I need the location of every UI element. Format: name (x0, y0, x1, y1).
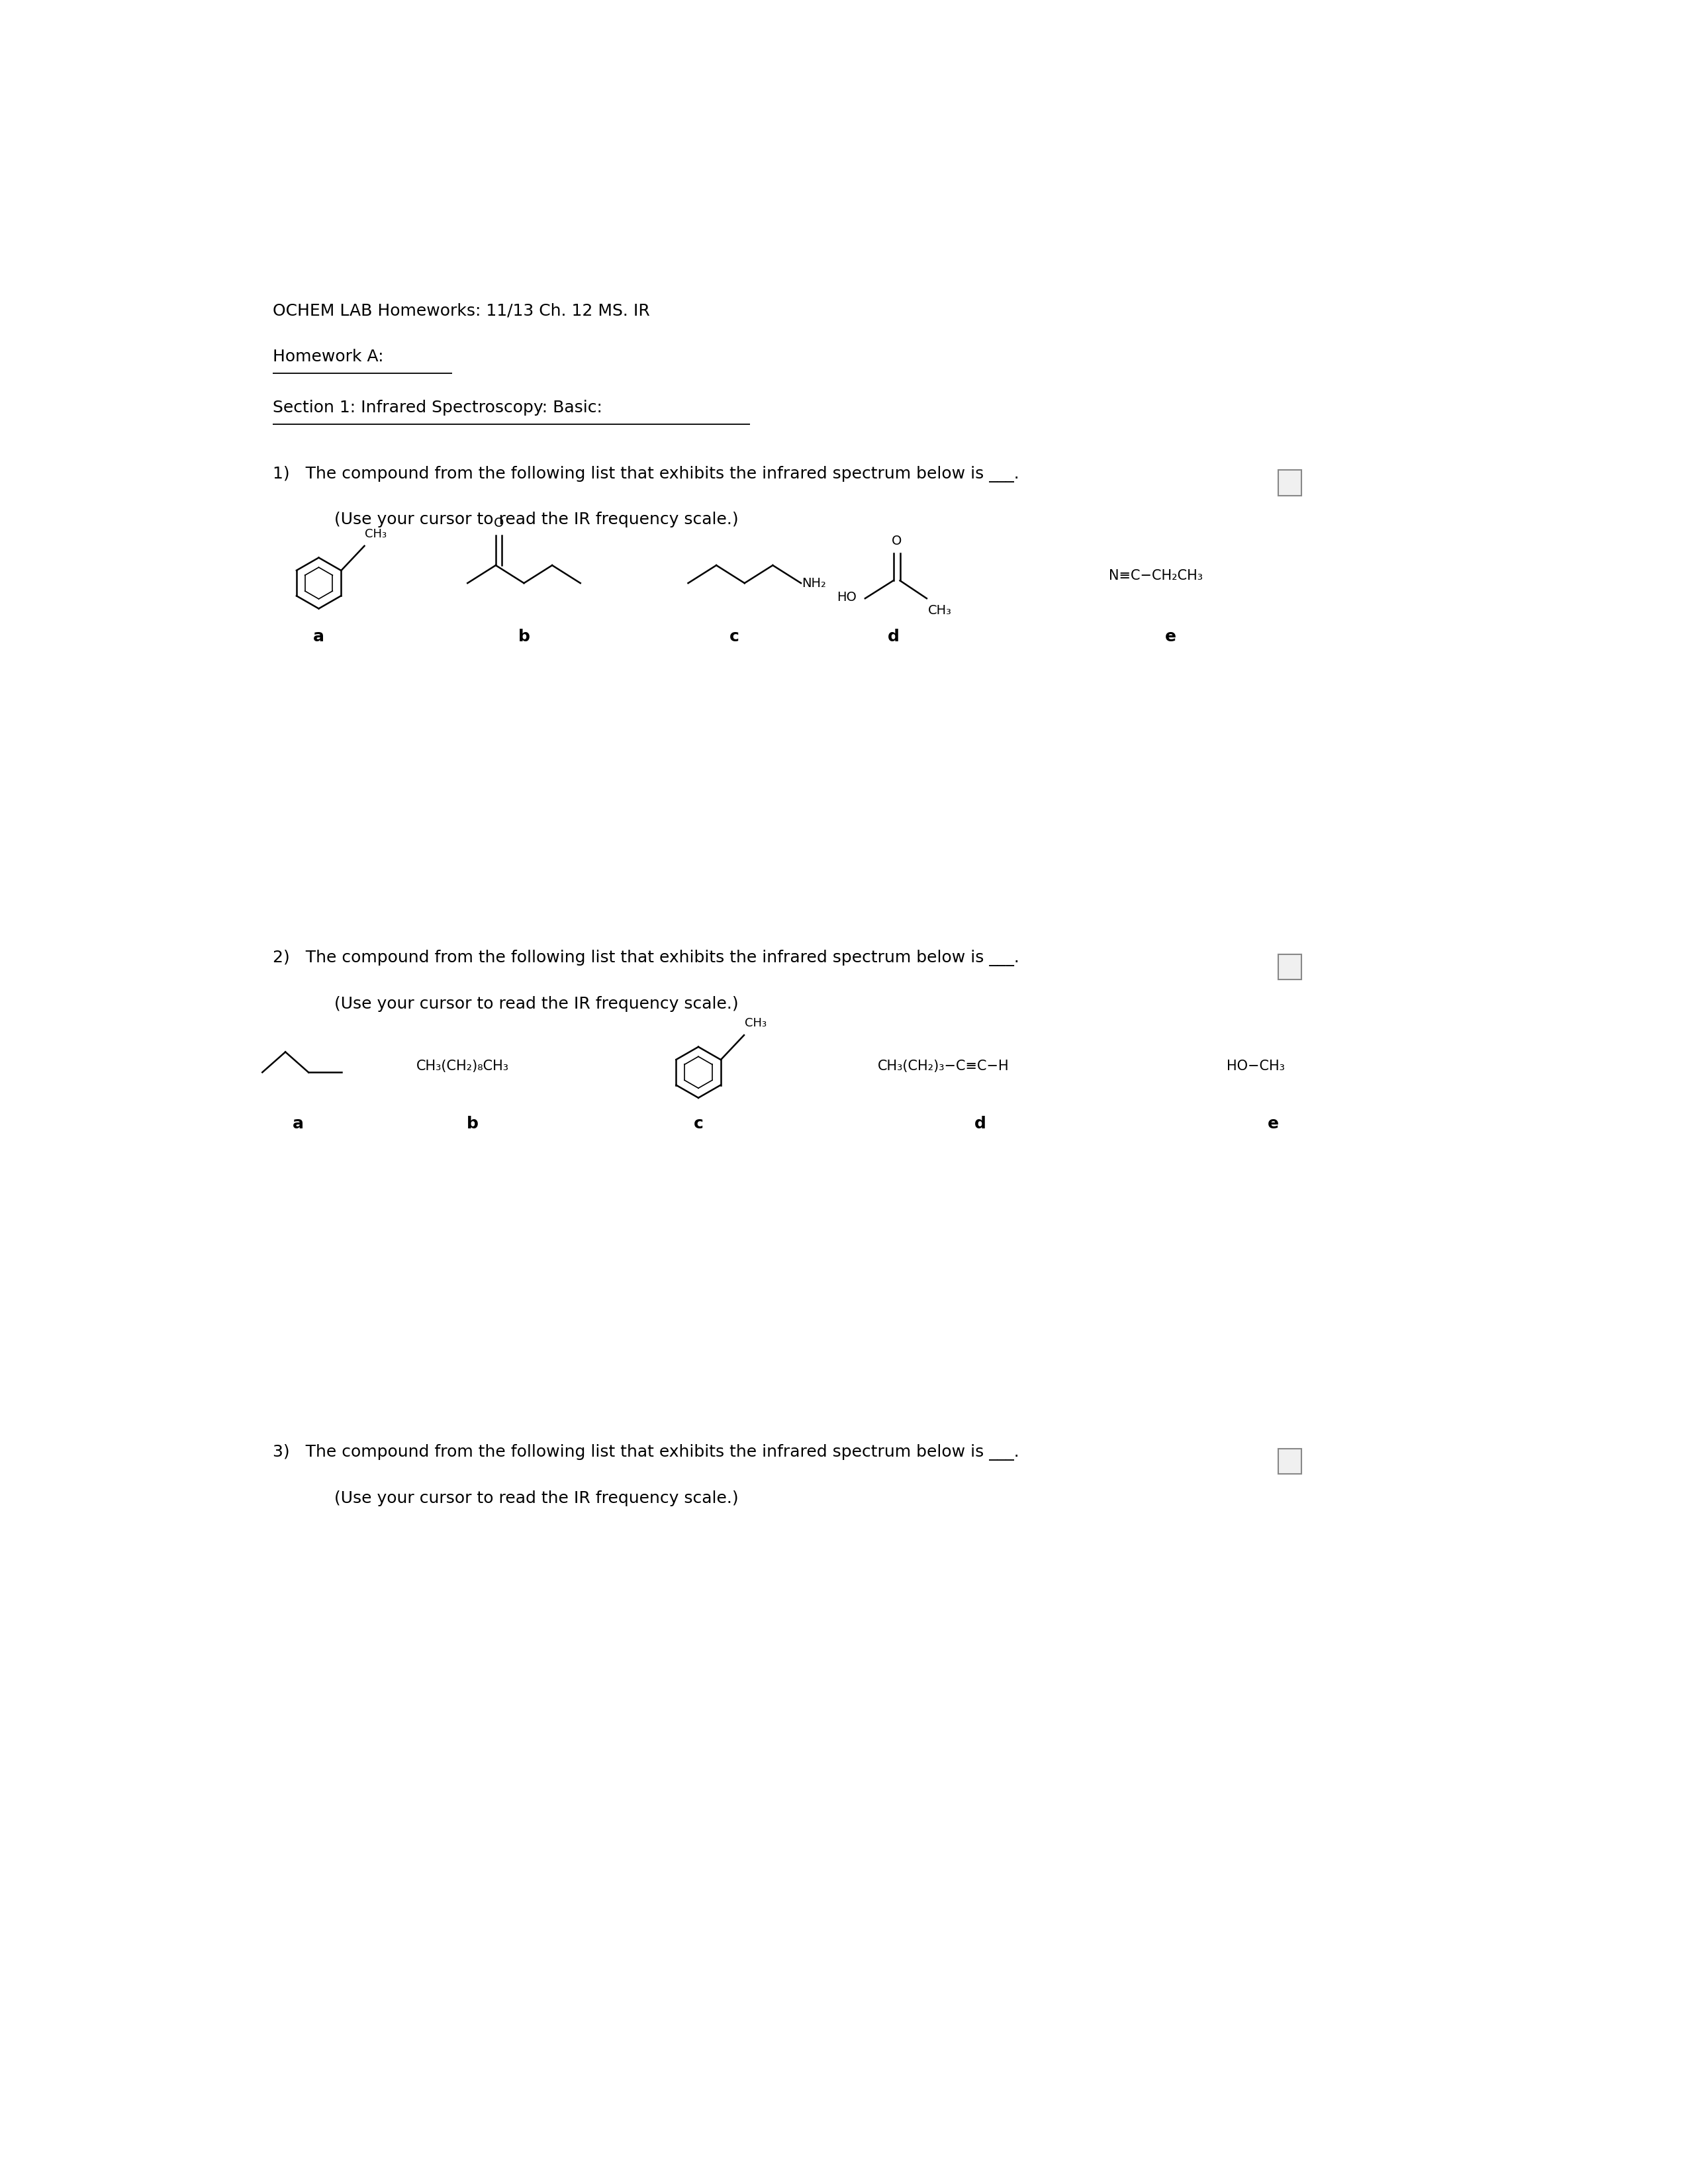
Text: CH₃: CH₃ (744, 1018, 766, 1029)
Text: N≡C−CH₂CH₃: N≡C−CH₂CH₃ (1109, 568, 1204, 583)
Text: CH₃(CH₂)₈CH₃: CH₃(CH₂)₈CH₃ (417, 1059, 508, 1072)
FancyBboxPatch shape (1278, 470, 1301, 496)
Text: 1)   The compound from the following list that exhibits the infrared spectrum be: 1) The compound from the following list … (272, 465, 1020, 483)
Text: e: e (1165, 629, 1177, 644)
Text: OCHEM LAB Homeworks: 11/13 Ch. 12 MS. IR: OCHEM LAB Homeworks: 11/13 Ch. 12 MS. IR (272, 304, 650, 319)
Text: b: b (466, 1116, 479, 1131)
Text: 3)   The compound from the following list that exhibits the infrared spectrum be: 3) The compound from the following list … (272, 1444, 1020, 1461)
FancyBboxPatch shape (1278, 954, 1301, 981)
Text: c: c (694, 1116, 704, 1131)
Text: c: c (729, 629, 739, 644)
Text: HO: HO (837, 592, 856, 603)
Text: 2)   The compound from the following list that exhibits the infrared spectrum be: 2) The compound from the following list … (272, 950, 1020, 968)
Text: CH₃(CH₂)₃−C≡C−H: CH₃(CH₂)₃−C≡C−H (878, 1059, 1009, 1072)
Text: (Use your cursor to read the IR frequency scale.): (Use your cursor to read the IR frequenc… (334, 996, 738, 1011)
Text: NH₂: NH₂ (802, 577, 827, 590)
Text: CH₃: CH₃ (365, 529, 387, 539)
Text: Section 1: Infrared Spectroscopy: Basic:: Section 1: Infrared Spectroscopy: Basic: (272, 400, 603, 415)
Text: O: O (493, 518, 505, 531)
Text: b: b (518, 629, 530, 644)
Text: HO−CH₃: HO−CH₃ (1227, 1059, 1285, 1072)
Text: a: a (312, 629, 324, 644)
Text: d: d (974, 1116, 986, 1131)
Text: CH₃: CH₃ (928, 605, 952, 618)
Text: (Use your cursor to read the IR frequency scale.): (Use your cursor to read the IR frequenc… (334, 1489, 738, 1507)
Text: a: a (292, 1116, 304, 1131)
Text: (Use your cursor to read the IR frequency scale.): (Use your cursor to read the IR frequenc… (334, 511, 738, 529)
FancyBboxPatch shape (1278, 1448, 1301, 1474)
Text: O: O (891, 535, 901, 548)
Text: d: d (888, 629, 900, 644)
Text: e: e (1268, 1116, 1278, 1131)
Text: Homework A:: Homework A: (272, 349, 383, 365)
